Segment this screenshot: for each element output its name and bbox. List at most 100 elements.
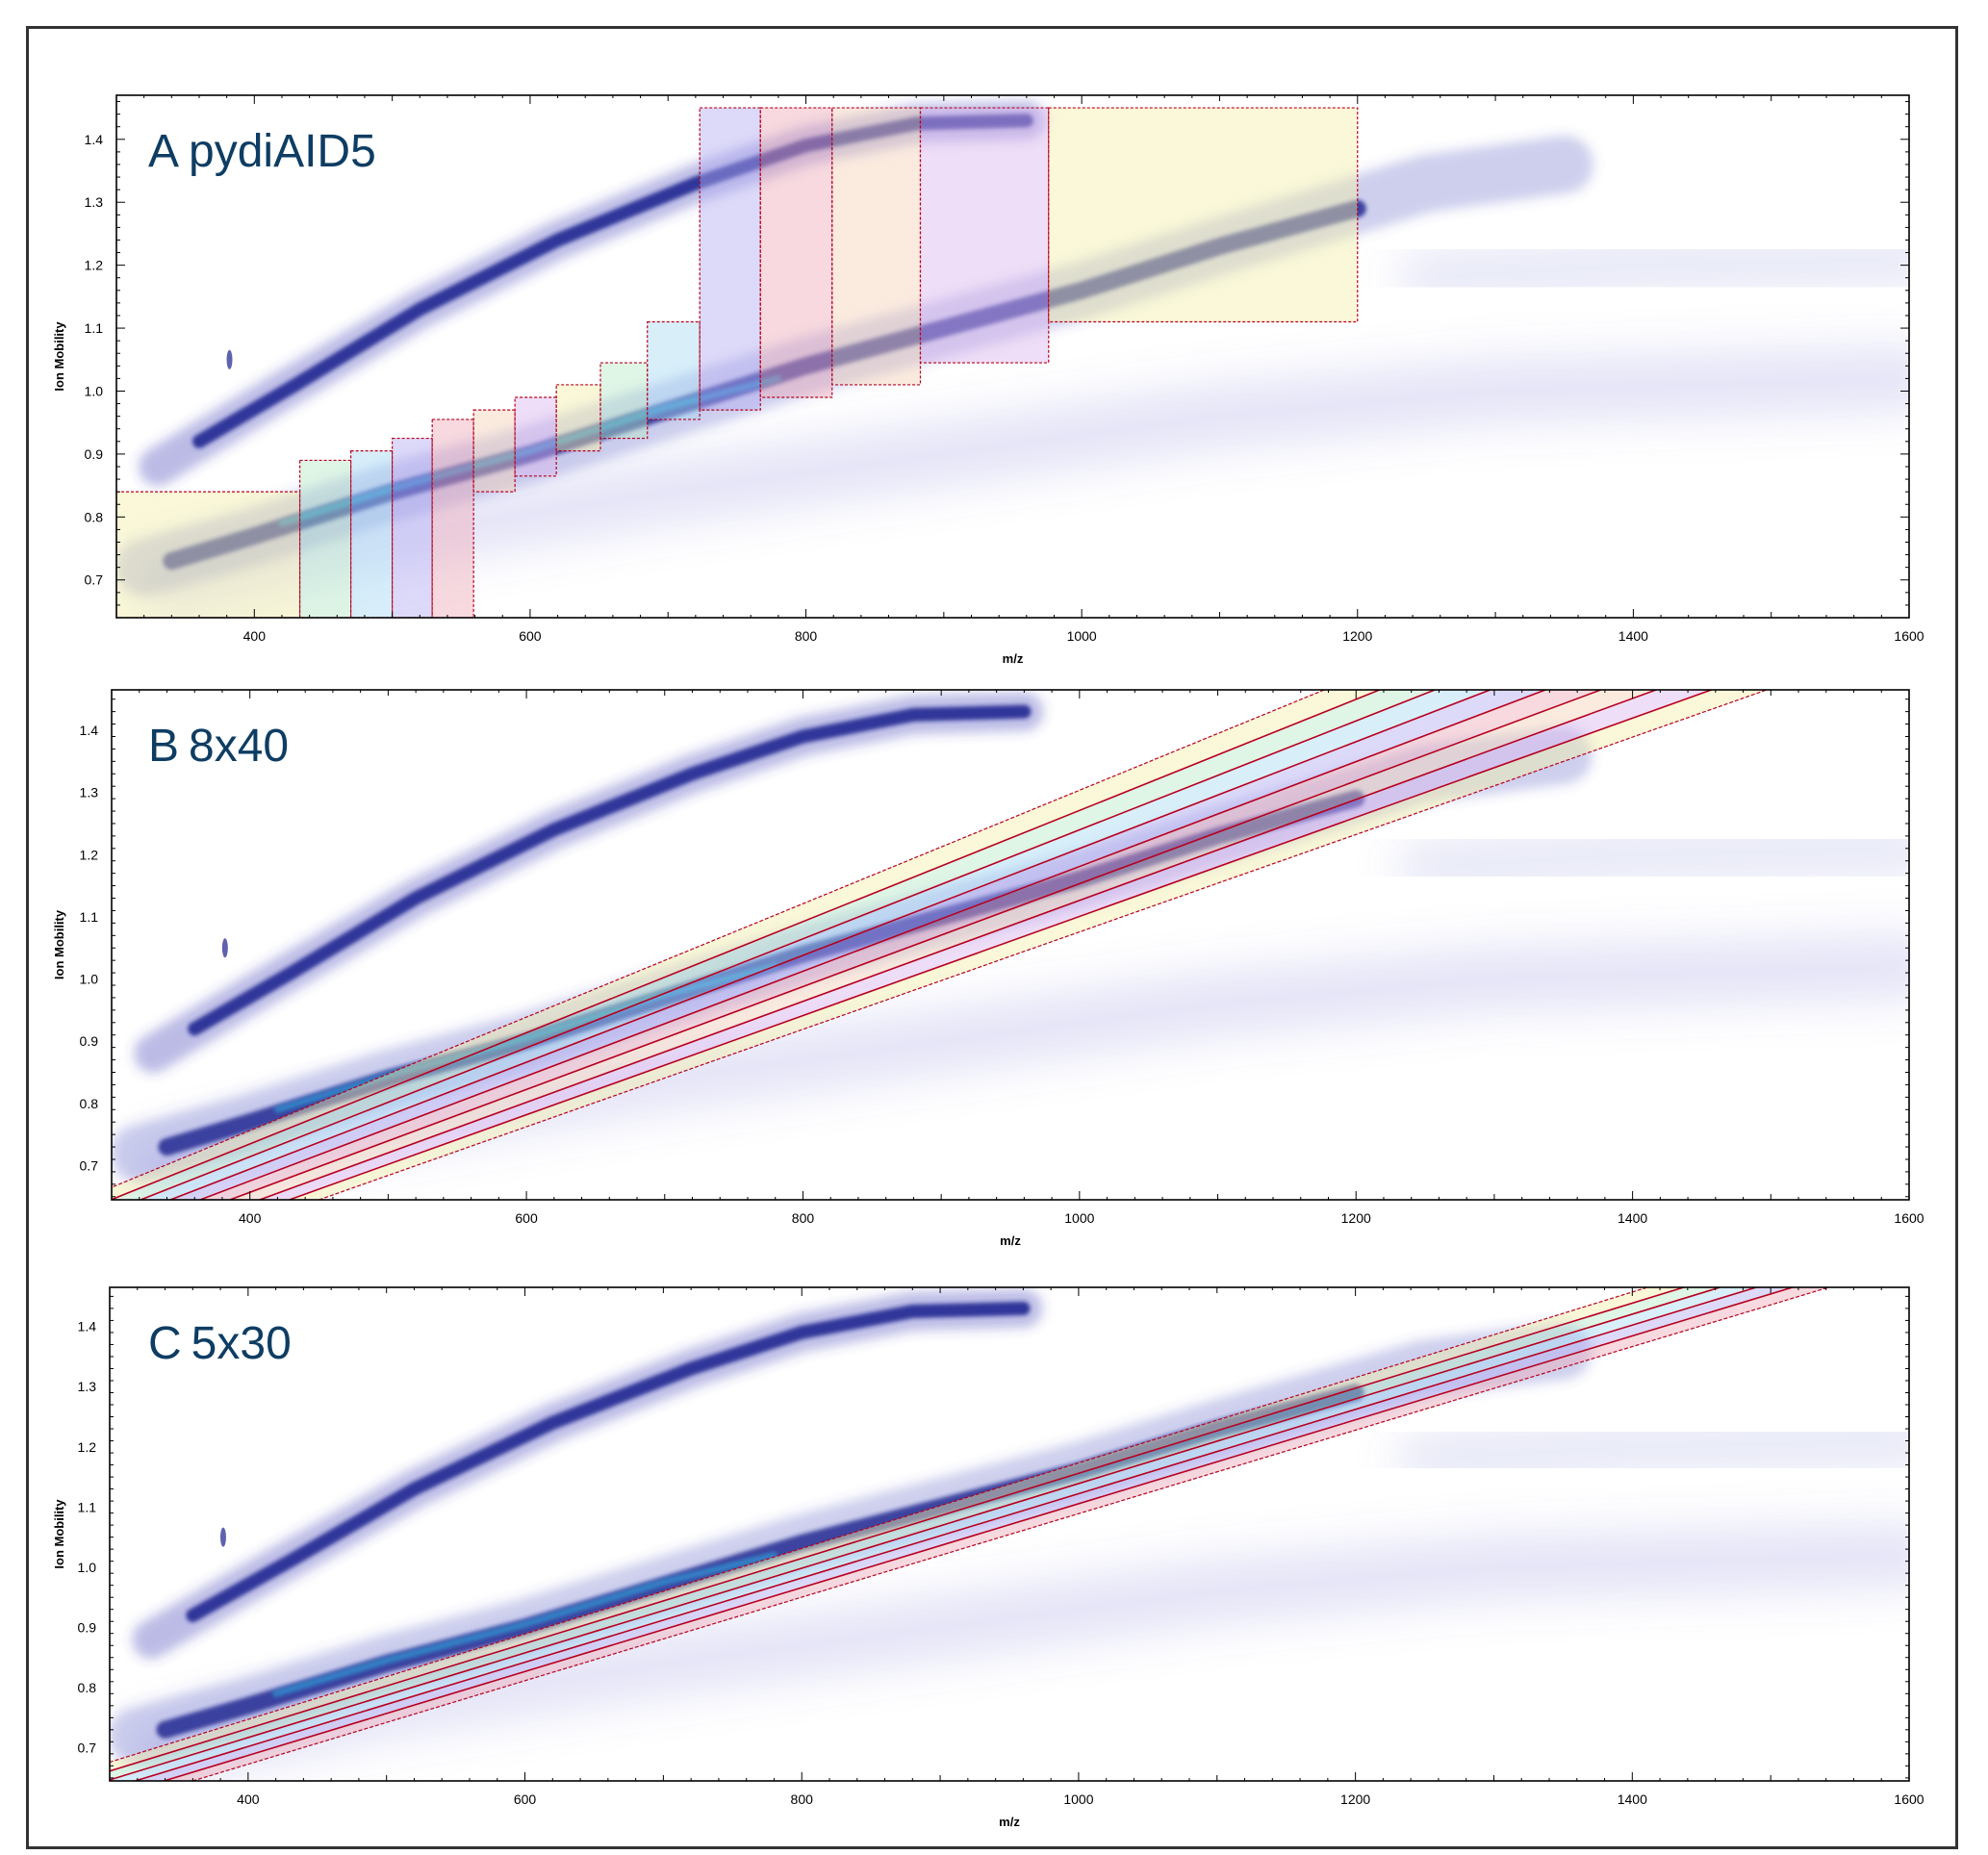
y-tick-label: 1.4 [80,723,99,738]
panel-c-x-axis: 400 600 800 1000 1200 1400 1600 [109,1287,1924,1807]
diagonal-window-boundary [112,690,1380,1200]
x-tick-label: 1200 [1342,628,1372,644]
isolation-window [831,107,922,386]
x-tick-label: 1400 [1618,1210,1647,1226]
panel-c-y-axis-label: Ion Mobility [52,1499,66,1569]
panel-b-windows [112,690,1768,1200]
density-upper-band [188,704,1032,1036]
y-tick-label: 1.0 [80,972,99,987]
isolation-window [555,384,601,452]
isolation-window [514,396,557,477]
y-tick-label: 0.9 [85,446,104,462]
y-tick-label: 0.8 [85,509,104,524]
isolation-window [647,320,701,420]
diagonal-window-boundary [229,690,1601,1200]
y-tick-label: 1.2 [78,1439,97,1455]
x-tick-label: 600 [519,628,542,644]
density-charge1-band [133,932,1909,1200]
diagonal-window [229,690,1656,1200]
y-tick-label: 0.7 [80,1157,99,1173]
y-tick-label: 1.2 [85,258,104,273]
diagonal-window-boundary [140,690,1436,1200]
x-tick-label: 1000 [1063,1791,1093,1807]
panel-b-y-axis-label: Ion Mobility [52,909,66,979]
x-tick-label: 600 [515,1210,538,1226]
diagonal-window [135,1287,1793,1781]
density-high-mz-band [1395,1411,1909,1488]
isolation-window [472,409,516,493]
y-tick-label: 0.9 [78,1619,97,1635]
panel-c-y-axis: 0.7 0.8 0.9 1.0 1.1 1.2 1.3 1.4 [78,1295,1909,1779]
x-tick-label: 1200 [1341,1210,1371,1226]
diagonal-window-boundary [199,690,1546,1200]
panel-a-x-axis: 400 600 800 1000 1200 1400 1600 [115,95,1924,644]
diagonal-window-boundary [110,1287,1685,1772]
panel-c-x-axis-label: m/z [999,1815,1020,1829]
panel-b-x-axis-label: m/z [1000,1233,1021,1248]
panel-a-y-axis: 0.7 0.8 0.9 1.0 1.1 1.2 1.3 1.4 [85,101,1909,619]
x-tick-label: 1000 [1067,628,1097,644]
diagonal-window-boundary [164,1287,1794,1781]
isolation-window [392,437,433,618]
panel-b-x-axis: 400 600 800 1000 1200 1400 1600 [111,690,1924,1226]
panel-a-letter: A [148,126,179,177]
y-tick-label: 0.7 [85,572,104,588]
panel-b-y-axis: 0.7 0.8 0.9 1.0 1.1 1.2 1.3 1.4 [80,699,1909,1198]
density-high-mz-band [1396,819,1909,897]
isolation-window [350,450,394,618]
diagonal-window-boundary [110,1287,1648,1764]
x-tick-label: 600 [514,1791,537,1807]
panel-c-windows [110,1287,1829,1781]
y-tick-label: 1.2 [80,847,99,862]
x-tick-label: 1200 [1340,1791,1370,1807]
panel-a-plot-border [115,94,1910,619]
x-tick-label: 800 [791,1791,814,1807]
y-tick-label: 1.1 [80,909,99,925]
x-tick-label: 1600 [1894,1210,1924,1226]
panel-b-density [112,692,1909,1200]
density-charge1-band [131,1521,1909,1781]
y-tick-label: 0.9 [80,1033,99,1049]
panel-a-name: pydiAID5 [189,126,376,177]
x-tick-label: 800 [792,1210,815,1226]
panel-a-y-axis-label: Ion Mobility [52,321,66,392]
diagonal-window-boundary [135,1287,1757,1781]
y-tick-label: 0.7 [78,1741,97,1756]
panel-b: 400 600 800 1000 1200 1400 1600 0.7 0.8 0.9 1.0 1.… [52,689,1924,1248]
panel-c-letter: C [148,1318,182,1369]
diagonal-window [259,690,1712,1200]
panel-a: 400 600 800 1000 1200 1400 1600 0.7 0.8 0.9 1.0 1.… [52,94,1924,666]
panel-a-windows [116,107,1359,618]
y-tick-label: 1.4 [78,1319,97,1334]
isolation-window [699,107,761,411]
diagonal-window-boundary [112,690,1325,1188]
x-tick-label: 400 [237,1791,260,1807]
y-tick-label: 1.1 [78,1499,97,1514]
diagonal-window-boundary [110,1287,1720,1781]
panel-b-title: B 8x40 [148,721,289,772]
diagonal-window [164,1287,1829,1781]
diagonal-window [200,690,1601,1200]
diagonal-window-boundary [259,690,1657,1200]
diagonal-window [170,690,1546,1200]
x-tick-label: 400 [239,1210,262,1226]
diagonal-window [140,690,1491,1200]
diagonal-window [289,690,1768,1200]
density-spot [219,1527,226,1547]
y-tick-label: 0.8 [78,1680,97,1695]
panel-c-plot-border [109,1286,1910,1782]
y-tick-label: 1.3 [85,194,104,210]
isolation-window [298,459,352,618]
density-main-band-core [273,963,779,1113]
x-tick-label: 1400 [1618,1791,1647,1807]
density-upper-band [192,114,1033,448]
y-tick-label: 1.0 [85,383,104,398]
isolation-window [431,419,474,618]
x-tick-label: 1400 [1618,628,1648,644]
isolation-window [599,362,649,440]
density-main-band-core [278,374,782,527]
isolation-window [116,491,301,618]
panel-c-name: 5x30 [191,1318,292,1369]
isolation-window [759,107,833,398]
